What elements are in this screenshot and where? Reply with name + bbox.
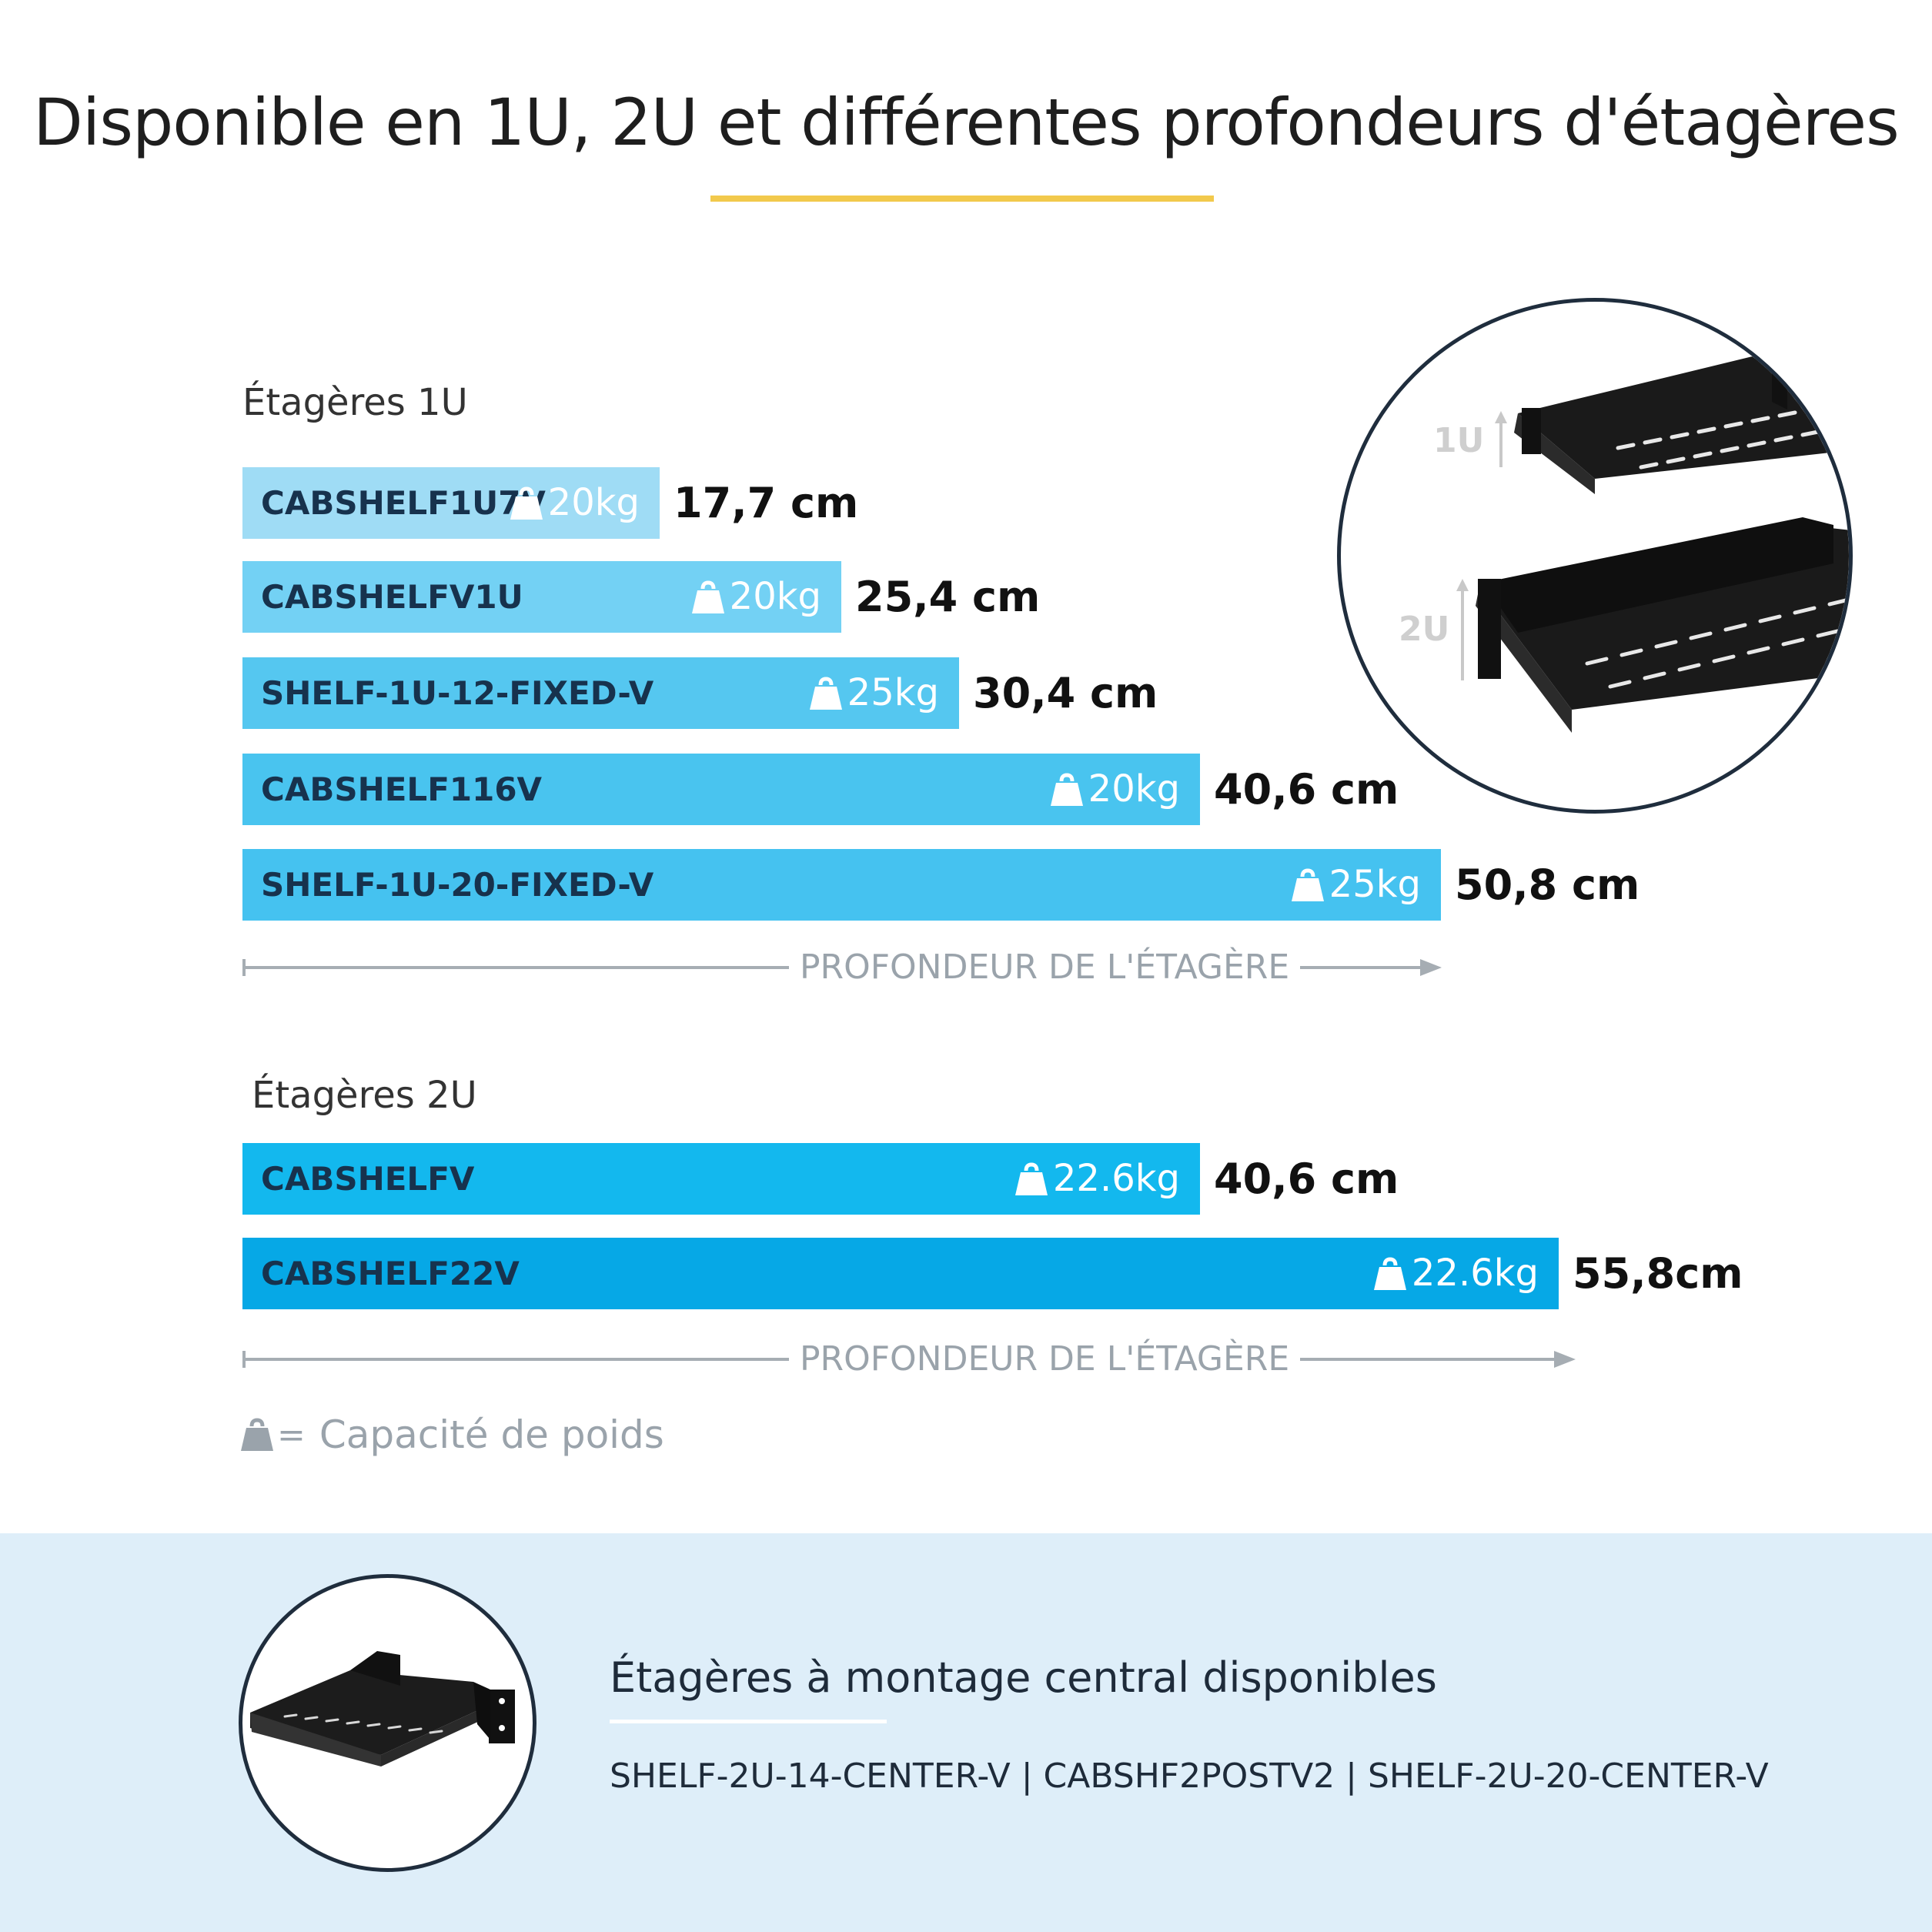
bar-depth-label: 30,4 cm: [973, 669, 1158, 717]
section-label-2u: Étagères 2U: [252, 1074, 477, 1117]
shelf-illustration: 1U 2U: [1399, 336, 1849, 733]
bottom-title: Étagères à montage central disponibles: [610, 1653, 1437, 1702]
bar-label: SHELF-1U-20-FIXED-V: [261, 866, 654, 904]
weight-value: 20kg: [1088, 767, 1180, 811]
weight-value: 20kg: [547, 481, 640, 524]
bar-label: SHELF-1U-12-FIXED-V: [261, 674, 654, 712]
weight-icon: [241, 1418, 273, 1451]
title-underline: [710, 196, 1214, 202]
bar-depth-label: 40,6 cm: [1214, 1155, 1399, 1203]
bottom-title-underline: [610, 1720, 887, 1723]
bar-weight-capacity: 20kg: [691, 561, 821, 633]
weight-value: 22.6kg: [1411, 1252, 1539, 1295]
bar-shelf-1u-12-fixed-v: SHELF-1U-12-FIXED-V 25kg: [242, 657, 959, 729]
bar-shelf-1u-20-fixed-v: SHELF-1U-20-FIXED-V 25kg: [242, 849, 1441, 921]
weight-value: 20kg: [729, 575, 821, 618]
bar-depth-label: 55,8cm: [1573, 1249, 1743, 1298]
weight-icon: [1014, 1162, 1048, 1195]
legend-equals: =: [277, 1415, 306, 1455]
legend-text: Capacité de poids: [319, 1412, 664, 1457]
bar-depth-label: 25,4 cm: [855, 573, 1041, 621]
bar-weight-capacity: 25kg: [809, 657, 939, 729]
page-title: Disponible en 1U, 2U et différentes prof…: [33, 85, 1900, 160]
weight-value: 25kg: [1329, 863, 1421, 906]
label-2u: 2U: [1399, 610, 1449, 649]
weight-icon: [691, 580, 724, 613]
weight-value: 25kg: [847, 671, 939, 714]
axis-label-2u: PROFONDEUR DE L'ÉTAGÈRE: [789, 1340, 1301, 1379]
center-mount-shelf-photo: [239, 1574, 536, 1872]
bar-cabshelf22v: CABSHELF22V 22.6kg: [242, 1238, 1559, 1309]
bar-cabshelfv1u: CABSHELFV1U 20kg: [242, 561, 841, 633]
label-1u: 1U: [1433, 421, 1484, 460]
legend: = Capacité de poids: [240, 1412, 664, 1457]
bar-label: CABSHELF22V: [261, 1255, 520, 1292]
weight-icon: [510, 486, 543, 520]
bar-weight-capacity: 22.6kg: [1014, 1143, 1180, 1215]
bar-label: CABSHELF116V: [261, 770, 543, 808]
weight-icon: [1050, 772, 1083, 806]
bar-cabshelf1u7v: CABSHELF1U7V 20kg: [242, 467, 660, 539]
weight-icon: [1373, 1256, 1406, 1290]
bar-cabshelfv: CABSHELFV 22.6kg: [242, 1143, 1200, 1215]
bar-depth-label: 40,6 cm: [1214, 765, 1399, 814]
bar-weight-capacity: 22.6kg: [1373, 1238, 1539, 1309]
weight-icon: [809, 676, 842, 710]
bar-weight-capacity: 25kg: [1291, 849, 1421, 921]
bar-weight-capacity: 20kg: [510, 467, 640, 539]
bar-depth-label: 50,8 cm: [1455, 861, 1640, 909]
shelf-photo-1u-2u: 1U 2U: [1337, 298, 1853, 814]
bar-weight-capacity: 20kg: [1050, 754, 1180, 825]
bar-label: CABSHELFV: [261, 1160, 475, 1198]
bar-label: CABSHELF1U7V: [261, 484, 546, 522]
bar-depth-label: 17,7 cm: [674, 479, 859, 527]
center-shelf-illustration: [250, 1651, 515, 1767]
bar-cabshelf116v: CABSHELF116V 20kg: [242, 754, 1200, 825]
weight-value: 22.6kg: [1052, 1157, 1180, 1200]
bar-label: CABSHELFV1U: [261, 578, 523, 616]
axis-label-1u: PROFONDEUR DE L'ÉTAGÈRE: [789, 948, 1301, 987]
section-label-1u: Étagères 1U: [242, 381, 468, 424]
bottom-models: SHELF-2U-14-CENTER-V | CABSHF2POSTV2 | S…: [610, 1757, 1769, 1796]
weight-icon: [1291, 867, 1324, 901]
